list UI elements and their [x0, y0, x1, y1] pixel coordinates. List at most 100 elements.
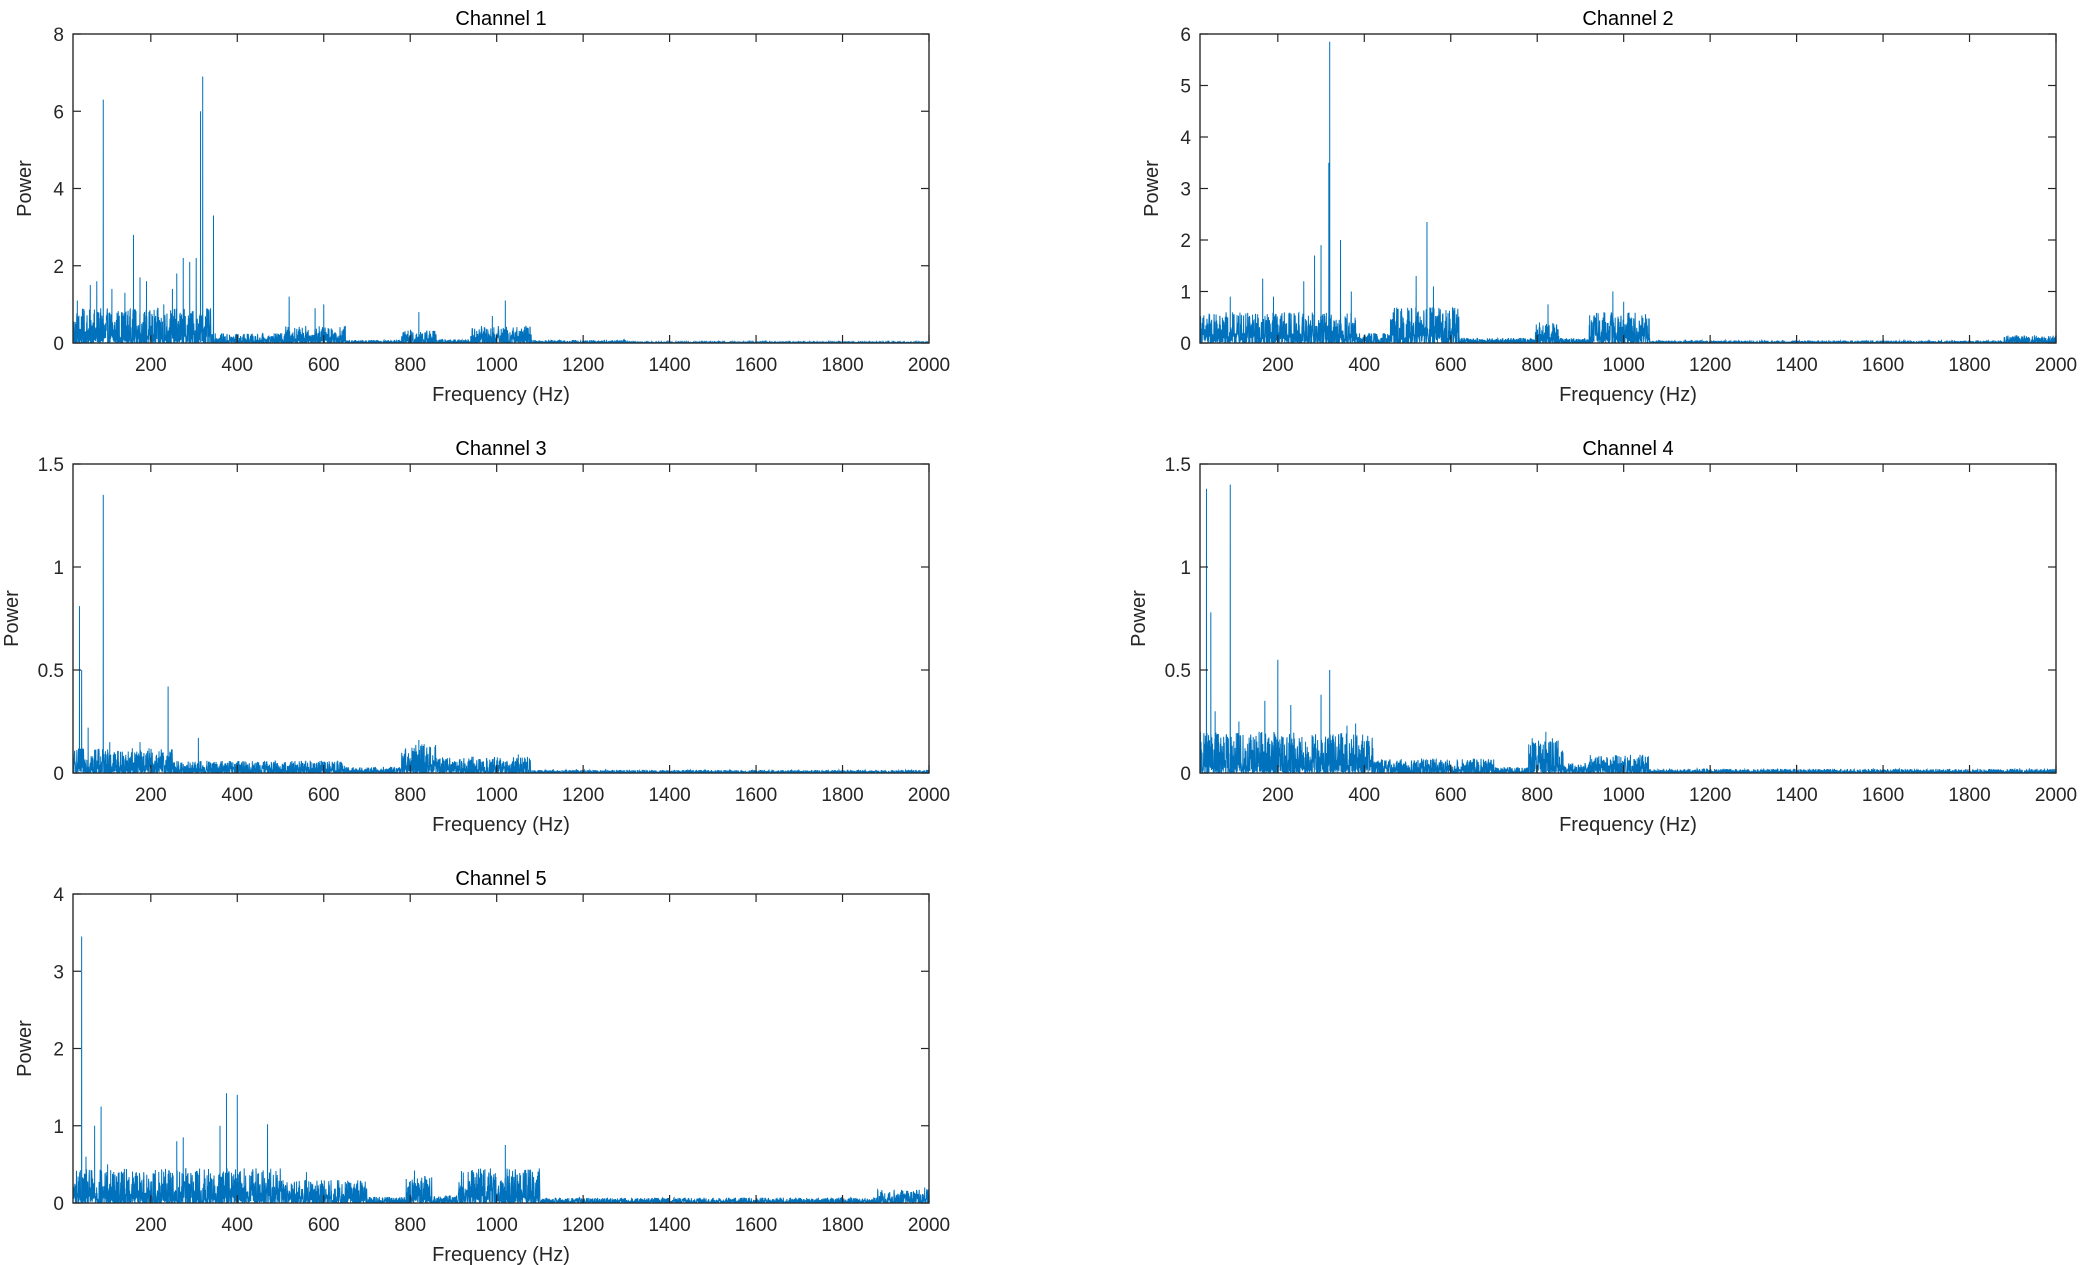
- x-tick-label: 2000: [2035, 785, 2077, 806]
- panel-title: Channel 5: [455, 868, 546, 890]
- panel-title: Channel 1: [455, 8, 546, 30]
- x-tick-label: 600: [308, 785, 340, 806]
- x-tick-label: 1200: [1689, 355, 1731, 376]
- y-tick-label: 0.5: [38, 661, 64, 682]
- power-spectrum-line-channel-3: [73, 494, 929, 773]
- panel-channel-5: 200 400 600 800 1000 1200 1400 1600 1800 2000 0 1 2 3…: [14, 868, 950, 1265]
- x-tick-label: 400: [1348, 355, 1380, 376]
- y-tick-label: 0: [53, 1194, 64, 1215]
- x-axis-label: Frequency (Hz): [1559, 384, 1697, 406]
- y-axis-label: Power: [1, 590, 23, 647]
- x-tick-label: 400: [221, 355, 253, 376]
- x-axis-label: Frequency (Hz): [432, 814, 570, 836]
- x-tick-label: 1600: [735, 1215, 777, 1236]
- panel-channel-2: 200 400 600 800 1000 1200 1400 1600 1800 2000 0 1 2 3…: [1141, 8, 2077, 406]
- x-tick-label: 2000: [908, 1215, 950, 1236]
- y-tick-label: 5: [1180, 77, 1191, 98]
- y-tick-label: 0: [1180, 764, 1191, 785]
- x-tick-label: 200: [135, 1215, 167, 1236]
- axes-box: [1199, 463, 2057, 774]
- x-tick-label: 400: [1348, 785, 1380, 806]
- x-tick-label: 200: [135, 785, 167, 806]
- y-tick-label: 3: [53, 962, 64, 983]
- y-tick-label: 4: [53, 885, 64, 906]
- y-axis-label: Power: [14, 160, 36, 217]
- x-tick-label: 800: [394, 1215, 426, 1236]
- panel-channel-4: 200 400 600 800 1000 1200 1400 1600 1800 2000 0 0.5…: [1128, 438, 2077, 836]
- y-tick-label: 1.5: [38, 455, 64, 476]
- x-tick-label: 400: [221, 1215, 253, 1236]
- y-tick-label: 1.5: [1165, 455, 1191, 476]
- x-axis-label: Frequency (Hz): [432, 1244, 570, 1265]
- x-tick-label: 2000: [2035, 355, 2077, 376]
- x-tick-label: 1800: [821, 1215, 863, 1236]
- x-axis-label: Frequency (Hz): [1559, 814, 1697, 836]
- x-tick-label: 1800: [821, 785, 863, 806]
- y-axis-label: Power: [14, 1020, 36, 1077]
- x-tick-label: 400: [221, 785, 253, 806]
- axes-frame: [72, 893, 930, 1204]
- x-tick-label: 1400: [1775, 355, 1817, 376]
- x-tick-label: 1000: [476, 785, 518, 806]
- x-tick-label: 1600: [1862, 355, 1904, 376]
- x-tick-label: 1000: [1603, 355, 1645, 376]
- axes-frame: [1199, 463, 2057, 774]
- y-tick-label: 6: [53, 102, 64, 123]
- x-tick-label: 600: [1435, 785, 1467, 806]
- x-tick-label: 1600: [1862, 785, 1904, 806]
- axes-frame: [72, 33, 930, 344]
- x-tick-label: 2000: [908, 785, 950, 806]
- y-tick-label: 8: [53, 25, 64, 46]
- x-tick-label: 1400: [1775, 785, 1817, 806]
- x-tick-label: 600: [308, 1215, 340, 1236]
- y-tick-label: 1: [53, 1117, 64, 1138]
- x-tick-label: 200: [1262, 355, 1294, 376]
- y-tick-label: 4: [53, 180, 64, 201]
- x-tick-label: 200: [1262, 785, 1294, 806]
- x-tick-label: 800: [1521, 355, 1553, 376]
- y-tick-label: 3: [1180, 180, 1191, 201]
- x-tick-label: 1400: [648, 1215, 690, 1236]
- y-tick-label: 2: [53, 257, 64, 278]
- x-tick-label: 200: [135, 355, 167, 376]
- x-tick-label: 2000: [908, 355, 950, 376]
- panel-channel-1: 200 400 600 800 1000 1200 1400 1600 1800 2000 0 2 4 6…: [14, 8, 950, 406]
- x-tick-label: 1600: [735, 785, 777, 806]
- x-tick-label: 1800: [821, 355, 863, 376]
- x-tick-label: 600: [1435, 355, 1467, 376]
- y-tick-label: 2: [1180, 231, 1191, 252]
- y-tick-label: 0: [53, 334, 64, 355]
- panel-channel-3: 200 400 600 800 1000 1200 1400 1600 1800 2000 0 0.5…: [1, 438, 950, 836]
- x-axis-label: Frequency (Hz): [432, 384, 570, 406]
- axes-frame: [1199, 33, 2057, 344]
- x-tick-label: 1200: [562, 355, 604, 376]
- x-tick-label: 800: [394, 785, 426, 806]
- axes-frame: [72, 463, 930, 774]
- panel-title: Channel 3: [455, 438, 546, 460]
- y-tick-label: 0: [1180, 334, 1191, 355]
- x-tick-label: 800: [394, 355, 426, 376]
- panel-title: Channel 4: [1582, 438, 1673, 460]
- x-tick-label: 1800: [1948, 355, 1990, 376]
- axes-box: [72, 463, 930, 774]
- y-axis-label: Power: [1141, 160, 1163, 217]
- x-tick-label: 1600: [735, 355, 777, 376]
- x-tick-label: 1800: [1948, 785, 1990, 806]
- x-tick-label: 800: [1521, 785, 1553, 806]
- y-tick-label: 1: [53, 558, 64, 579]
- y-tick-label: 0.5: [1165, 661, 1191, 682]
- y-tick-label: 1: [1180, 558, 1191, 579]
- x-tick-label: 1200: [1689, 785, 1731, 806]
- y-tick-label: 0: [53, 764, 64, 785]
- panel-title: Channel 2: [1582, 8, 1673, 30]
- x-tick-label: 1000: [476, 1215, 518, 1236]
- x-tick-label: 1400: [648, 355, 690, 376]
- y-tick-label: 6: [1180, 25, 1191, 46]
- x-tick-label: 600: [308, 355, 340, 376]
- x-tick-label: 1200: [562, 1215, 604, 1236]
- y-tick-label: 4: [1180, 128, 1191, 149]
- y-tick-label: 2: [53, 1040, 64, 1061]
- x-tick-label: 1400: [648, 785, 690, 806]
- x-tick-label: 1200: [562, 785, 604, 806]
